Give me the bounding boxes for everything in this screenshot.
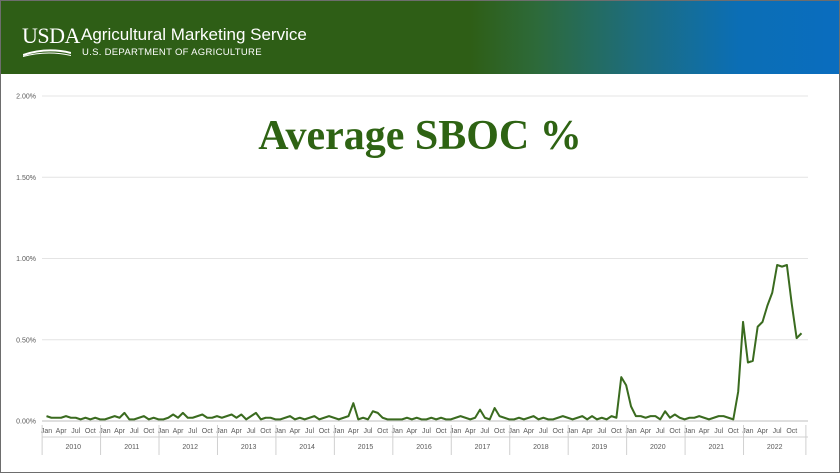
x-tick-label: Jan: [216, 428, 227, 435]
x-tick-label: Oct: [202, 428, 213, 435]
x-tick-label: Jan: [567, 428, 578, 435]
x-tick-label: Jul: [539, 428, 548, 435]
x-tick-label: Oct: [143, 428, 154, 435]
x-tick-label: Apr: [757, 428, 769, 435]
x-tick-label: Apr: [582, 428, 594, 435]
y-tick-label: 2.00%: [16, 94, 36, 101]
x-tick-label: Jan: [275, 428, 286, 435]
x-tick-label: Jul: [597, 428, 606, 435]
x-tick-label: Jul: [130, 428, 139, 435]
x-tick-label: Apr: [699, 428, 711, 435]
x-tick-label: Jan: [625, 428, 636, 435]
usda-logo-swoosh: [23, 49, 71, 57]
x-tick-label: Oct: [611, 428, 622, 435]
x-tick-label: Apr: [348, 428, 360, 435]
x-tick-label: Jul: [188, 428, 197, 435]
x-tick-label: Jul: [71, 428, 80, 435]
year-label: 2017: [475, 444, 491, 451]
x-tick-label: Apr: [173, 428, 185, 435]
year-label: 2018: [533, 444, 549, 451]
x-tick-label: Apr: [406, 428, 418, 435]
x-tick-label: Jul: [773, 428, 782, 435]
x-tick-label: Apr: [640, 428, 652, 435]
x-tick-label: Jan: [742, 428, 753, 435]
agency-header: USDA Agricultural Marketing Service U.S.…: [1, 1, 839, 74]
year-label: 2010: [66, 444, 82, 451]
x-tick-label: Apr: [523, 428, 535, 435]
year-label: 2022: [767, 444, 783, 451]
y-tick-label: 0.50%: [16, 337, 36, 344]
year-label: 2012: [182, 444, 198, 451]
x-tick-label: Oct: [377, 428, 388, 435]
x-tick-label: Jan: [684, 428, 695, 435]
x-tick-label: Jul: [247, 428, 256, 435]
department-name: U.S. DEPARTMENT OF AGRICULTURE: [82, 47, 262, 58]
x-tick-label: Jul: [364, 428, 373, 435]
x-tick-label: Oct: [319, 428, 330, 435]
x-tick-label: Apr: [114, 428, 126, 435]
year-label: 2015: [358, 444, 374, 451]
year-label: 2014: [299, 444, 315, 451]
x-tick-label: Jan: [99, 428, 110, 435]
year-label: 2021: [708, 444, 724, 451]
x-tick-label: Jan: [392, 428, 403, 435]
x-tick-label: Oct: [553, 428, 564, 435]
x-tick-label: Oct: [260, 428, 271, 435]
year-label: 2019: [592, 444, 608, 451]
x-tick-label: Jul: [714, 428, 723, 435]
agency-name: Agricultural Marketing Service: [81, 25, 307, 44]
x-tick-label: Jan: [508, 428, 519, 435]
year-label: 2016: [416, 444, 432, 451]
x-tick-label: Oct: [436, 428, 447, 435]
x-tick-label: Jan: [41, 428, 52, 435]
x-tick-label: Jan: [158, 428, 169, 435]
x-tick-label: Jan: [333, 428, 344, 435]
x-tick-label: Oct: [85, 428, 96, 435]
x-tick-label: Apr: [56, 428, 68, 435]
y-tick-label: 1.50%: [16, 175, 36, 182]
x-tick-label: Jul: [480, 428, 489, 435]
x-tick-label: Apr: [465, 428, 477, 435]
x-tick-label: Jan: [450, 428, 461, 435]
chart-title: Average SBOC %: [258, 113, 582, 159]
sboc-series-line: [46, 264, 803, 421]
x-tick-label: Oct: [494, 428, 505, 435]
x-tick-label: Apr: [289, 428, 301, 435]
year-label: 2013: [241, 444, 257, 451]
x-tick-label: Oct: [786, 428, 797, 435]
x-tick-label: Jul: [422, 428, 431, 435]
year-label: 2020: [650, 444, 666, 451]
y-tick-label: 1.00%: [16, 256, 36, 263]
y-tick-label: 0.00%: [16, 419, 36, 426]
x-tick-label: Oct: [669, 428, 680, 435]
x-tick-label: Oct: [728, 428, 739, 435]
x-tick-label: Jul: [656, 428, 665, 435]
year-label: 2011: [124, 444, 139, 451]
x-tick-label: Jul: [305, 428, 314, 435]
x-tick-label: Apr: [231, 428, 243, 435]
usda-logo: USDA: [22, 23, 80, 48]
